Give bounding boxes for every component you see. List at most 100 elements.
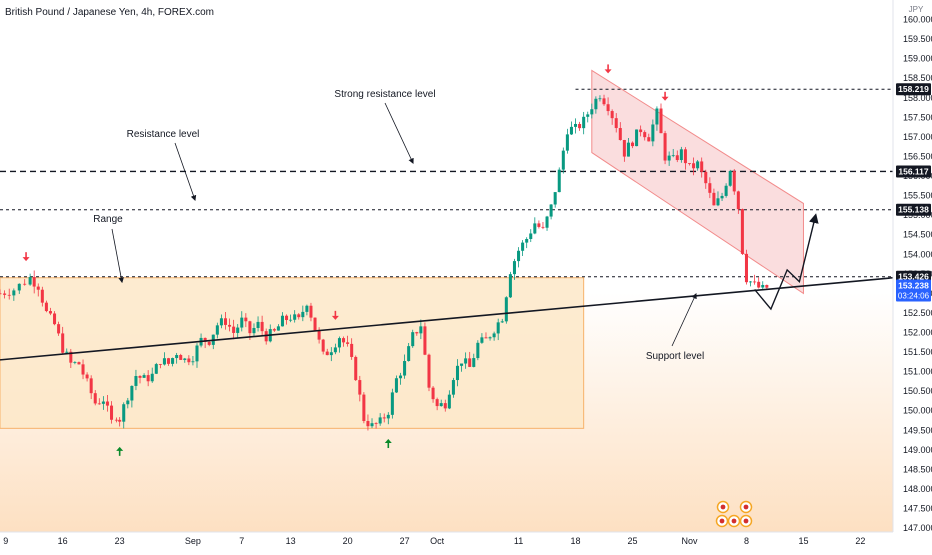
candlestick[interactable]: [508, 271, 512, 299]
descending-channel[interactable]: [591, 69, 804, 295]
candlestick[interactable]: [32, 270, 36, 294]
candlestick[interactable]: [476, 340, 480, 361]
candlestick[interactable]: [183, 357, 187, 363]
candlestick[interactable]: [89, 375, 93, 400]
candlestick[interactable]: [309, 302, 313, 322]
candlestick[interactable]: [382, 413, 386, 423]
candlestick[interactable]: [195, 343, 199, 368]
candlestick[interactable]: [366, 414, 370, 431]
candlestick[interactable]: [602, 94, 606, 106]
candlestick[interactable]: [329, 347, 333, 362]
candlestick[interactable]: [23, 279, 27, 286]
candlestick[interactable]: [289, 314, 293, 323]
candlestick[interactable]: [110, 401, 114, 424]
candlestick[interactable]: [692, 157, 696, 176]
candlestick[interactable]: [419, 319, 423, 340]
candlestick[interactable]: [354, 355, 358, 382]
candlestick[interactable]: [40, 286, 44, 307]
candlestick[interactable]: [614, 113, 618, 133]
candlestick[interactable]: [114, 417, 118, 423]
candlestick[interactable]: [744, 249, 748, 285]
candlestick[interactable]: [635, 129, 639, 147]
candlestick[interactable]: [252, 323, 256, 336]
candlestick[interactable]: [484, 332, 488, 339]
candlestick[interactable]: [297, 313, 301, 320]
candlestick[interactable]: [630, 141, 635, 149]
candlestick[interactable]: [69, 348, 73, 369]
candlestick[interactable]: [740, 208, 744, 256]
candlestick[interactable]: [488, 336, 492, 341]
candlestick[interactable]: [240, 311, 244, 332]
candlestick[interactable]: [557, 167, 561, 193]
candlestick[interactable]: [305, 304, 309, 316]
candlestick[interactable]: [12, 288, 16, 301]
candlestick[interactable]: [223, 311, 228, 330]
candlestick[interactable]: [154, 362, 158, 375]
candlestick[interactable]: [447, 390, 451, 410]
candlestick[interactable]: [435, 397, 439, 411]
candlestick[interactable]: [415, 331, 419, 336]
candlestick[interactable]: [708, 177, 712, 199]
candlestick[interactable]: [464, 352, 468, 369]
candlestick[interactable]: [370, 418, 374, 429]
candlestick[interactable]: [61, 326, 65, 355]
candlestick[interactable]: [150, 367, 154, 383]
candlestick[interactable]: [496, 318, 500, 341]
candlestick[interactable]: [301, 305, 305, 322]
candlestick[interactable]: [378, 413, 382, 426]
candlestick[interactable]: [712, 188, 716, 206]
candlestick[interactable]: [622, 139, 626, 162]
candlestick[interactable]: [655, 106, 659, 131]
candlestick[interactable]: [565, 128, 569, 154]
candlestick[interactable]: [333, 343, 337, 355]
candlestick[interactable]: [512, 258, 516, 280]
candlestick[interactable]: [431, 385, 435, 403]
candlestick[interactable]: [647, 133, 651, 142]
candlestick[interactable]: [757, 277, 761, 289]
candlestick[interactable]: [724, 183, 728, 198]
candlestick[interactable]: [679, 146, 683, 163]
candlestick[interactable]: [179, 353, 183, 360]
candlestick[interactable]: [574, 118, 578, 134]
candlestick[interactable]: [716, 191, 720, 207]
candlestick[interactable]: [643, 130, 647, 141]
candlestick[interactable]: [342, 336, 346, 347]
candlestick[interactable]: [504, 296, 508, 324]
candlestick[interactable]: [386, 412, 390, 425]
candlestick[interactable]: [207, 341, 211, 347]
candlestick[interactable]: [451, 377, 455, 398]
candlestick[interactable]: [525, 237, 529, 249]
support-trendline[interactable]: [0, 276, 894, 361]
candlestick[interactable]: [460, 363, 464, 372]
candlestick[interactable]: [276, 324, 280, 331]
economic-event-flag-icon[interactable]: [727, 514, 741, 528]
candlestick[interactable]: [158, 363, 162, 369]
candlestick[interactable]: [606, 97, 610, 116]
candlestick[interactable]: [203, 337, 207, 349]
candlestick[interactable]: [423, 322, 427, 356]
candlestick[interactable]: [130, 385, 134, 408]
candlestick[interactable]: [700, 157, 704, 178]
candlestick[interactable]: [85, 372, 89, 382]
candlestick[interactable]: [390, 388, 394, 419]
candlestick[interactable]: [594, 96, 598, 114]
candlestick[interactable]: [325, 348, 329, 356]
candlestick[interactable]: [264, 328, 268, 345]
candlestick[interactable]: [687, 163, 692, 166]
candlestick[interactable]: [394, 375, 398, 394]
candlestick[interactable]: [537, 220, 541, 229]
candlestick[interactable]: [398, 372, 403, 385]
candlestick[interactable]: [171, 357, 175, 367]
candlestick[interactable]: [7, 288, 11, 300]
candlestick[interactable]: [134, 369, 138, 391]
candlestick[interactable]: [53, 311, 57, 326]
candlestick[interactable]: [500, 318, 504, 323]
candlestick[interactable]: [529, 229, 533, 243]
candlestick[interactable]: [545, 215, 549, 231]
candlestick[interactable]: [590, 103, 594, 119]
candlestick[interactable]: [651, 119, 655, 147]
candlestick[interactable]: [101, 396, 105, 410]
candlestick[interactable]: [753, 274, 757, 285]
